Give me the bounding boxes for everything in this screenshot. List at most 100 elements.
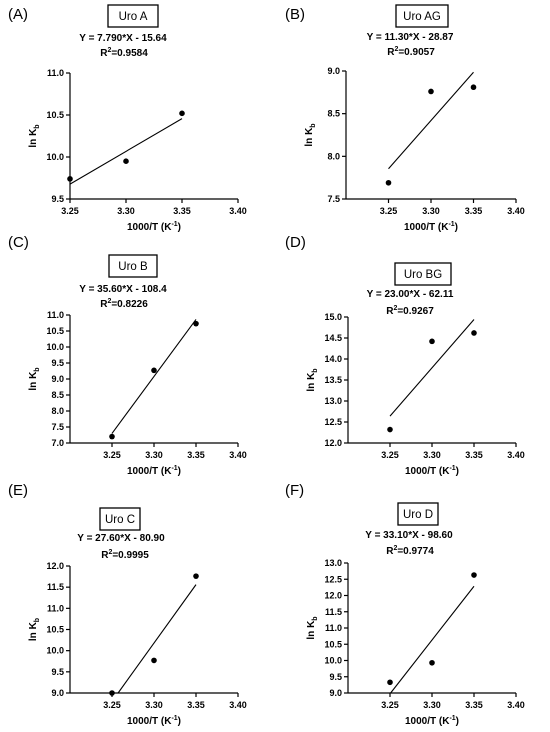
y-tick-label: 7.0: [51, 438, 64, 448]
chart-panel-3: (D) Uro BG Y = 23.00*X - 62.11 R2=0.9267 3.2…: [285, 234, 525, 477]
fit-line: [69, 118, 183, 185]
x-tick-label: 3.25: [380, 206, 398, 216]
chart-title: Uro B: [118, 261, 148, 273]
y-tick-label: 12.0: [324, 591, 342, 601]
y-tick-label: 10.5: [46, 326, 64, 336]
x-tick-label: 3.30: [117, 206, 135, 216]
y-tick-label: 8.5: [327, 109, 340, 119]
y-tick-label: 14.5: [324, 333, 342, 343]
y-tick-label: 10.5: [324, 639, 342, 649]
r-squared: R2=0.9267: [386, 305, 434, 317]
fit-equation: Y = 33.10*X - 98.60: [365, 530, 453, 541]
x-axis-title: 1000/T (K-1): [405, 465, 459, 477]
y-axis-title: ln Kb: [304, 123, 317, 146]
x-tick-label: 3.30: [423, 450, 441, 460]
x-tick-label: 3.40: [229, 700, 247, 710]
title-badge: [397, 502, 439, 526]
fit-equation: Y = 35.60*X - 108.4: [79, 284, 167, 295]
x-tick-label: 3.40: [229, 450, 247, 460]
data-point: [151, 657, 157, 664]
data-point: [151, 367, 157, 374]
x-tick-label: 3.25: [381, 450, 399, 460]
chart-panel-1: (B) Uro AG Y = 11.30*X - 28.87 R2=0.9057 3.2…: [285, 4, 525, 233]
fit-equation: Y = 7.790*X - 15.64: [79, 33, 167, 44]
y-tick-label: 11.5: [325, 607, 342, 617]
x-tick-label: 3.35: [465, 450, 483, 460]
data-point: [179, 110, 185, 117]
y-tick-label: 9.5: [51, 194, 64, 204]
x-tick-label: 3.25: [103, 700, 121, 710]
y-tick-label: 9.0: [51, 688, 64, 698]
data-point: [193, 573, 199, 579]
data-point: [67, 176, 73, 182]
chart-panel-0: (A) Uro A Y = 7.790*X - 15.64 R2=0.9584 3.25…: [8, 4, 247, 233]
r-squared: R2=0.9995: [101, 549, 149, 561]
y-tick-label: 10.0: [46, 342, 64, 352]
data-point: [387, 426, 393, 433]
panel-label: (F): [285, 482, 304, 499]
data-point: [429, 338, 435, 345]
data-point: [428, 88, 434, 95]
chart-panel-2: (C) Uro B Y = 35.60*X - 108.4 R2=0.8226 3.25…: [8, 234, 247, 477]
title-badge: [108, 254, 158, 278]
x-tick-label: 3.35: [465, 206, 483, 216]
x-tick-label: 3.40: [507, 450, 525, 460]
y-tick-label: 12.0: [324, 438, 342, 448]
chart-title: Uro C: [105, 514, 135, 526]
data-point: [471, 572, 477, 578]
title-badge: [99, 507, 141, 531]
y-axis-title: ln Kb: [28, 618, 41, 641]
x-tick-label: 3.30: [145, 700, 163, 710]
y-tick-label: 11.5: [47, 582, 64, 592]
y-tick-label: 9.5: [329, 672, 342, 682]
y-tick-label: 7.5: [51, 422, 64, 432]
y-tick-label: 9.5: [51, 358, 64, 368]
x-tick-label: 3.25: [61, 206, 79, 216]
y-tick-label: 10.5: [46, 625, 64, 635]
data-point: [470, 84, 477, 91]
r-squared: R2=0.9774: [386, 545, 434, 557]
y-tick-label: 11.0: [47, 603, 64, 613]
data-point: [385, 179, 392, 186]
y-tick-label: 11.0: [47, 310, 64, 320]
x-axis-title: 1000/T (K-1): [127, 465, 181, 477]
y-tick-label: 8.0: [327, 151, 340, 161]
panel-label: (E): [8, 482, 28, 499]
fit-equation: Y = 23.00*X - 62.11: [367, 289, 454, 300]
panel-label: (D): [285, 234, 306, 251]
x-tick-label: 3.40: [229, 206, 247, 216]
y-axis-title: ln Kb: [306, 616, 319, 639]
x-tick-label: 3.35: [187, 450, 205, 460]
y-tick-label: 10.5: [46, 110, 64, 120]
data-point: [109, 433, 115, 440]
x-tick-label: 3.25: [381, 700, 399, 710]
fit-line: [117, 584, 197, 694]
y-tick-label: 13.0: [324, 558, 342, 568]
chart-title: Uro D: [403, 509, 433, 521]
x-axis-title: 1000/T (K-1): [404, 221, 458, 233]
y-tick-label: 9.0: [327, 66, 340, 76]
y-tick-label: 7.5: [327, 194, 340, 204]
panel-label: (B): [285, 6, 305, 23]
y-tick-label: 10.0: [46, 152, 64, 162]
y-tick-label: 10.0: [46, 646, 64, 656]
x-tick-label: 3.30: [423, 700, 441, 710]
x-tick-label: 3.25: [103, 450, 121, 460]
fit-line: [389, 319, 475, 417]
y-tick-label: 13.0: [324, 396, 342, 406]
data-point: [471, 330, 477, 336]
x-tick-label: 3.35: [173, 206, 191, 216]
y-axis-title: ln Kb: [28, 124, 41, 147]
y-tick-label: 9.0: [329, 688, 342, 698]
r-squared: R2=0.8226: [100, 298, 148, 310]
chart-title: Uro BG: [404, 269, 442, 281]
y-tick-label: 8.5: [51, 390, 64, 400]
panel-label: (C): [8, 234, 29, 251]
y-axis-title: ln Kb: [306, 368, 319, 391]
chart-panel-4: (E) Uro C Y = 27.60*X - 80.90 R2=0.9995 3.25…: [8, 482, 247, 727]
x-axis-title: 1000/T (K-1): [405, 715, 459, 727]
panel-label: (A): [8, 6, 28, 23]
y-tick-label: 14.0: [324, 354, 342, 364]
fit-line: [111, 319, 197, 434]
